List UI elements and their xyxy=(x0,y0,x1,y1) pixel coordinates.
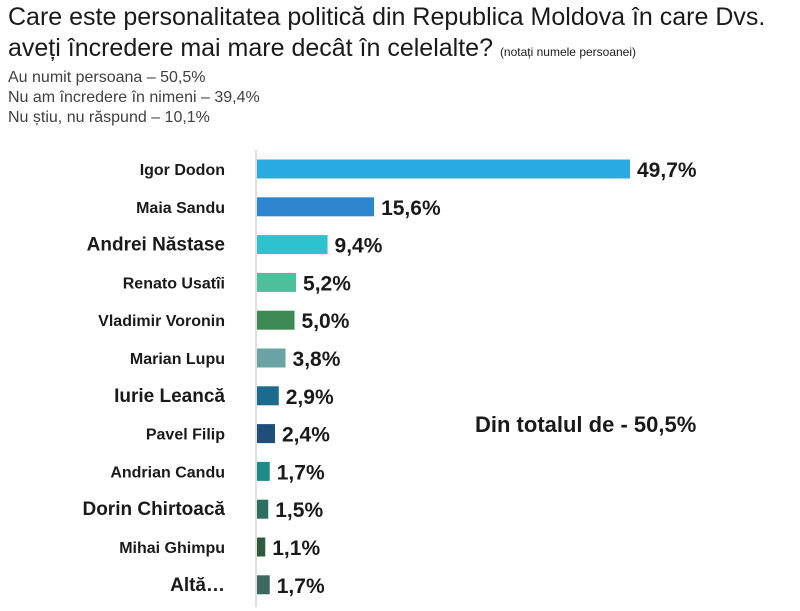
value-label-4: 5,0% xyxy=(302,310,350,333)
category-label-4: Vladimir Voronin xyxy=(98,313,225,330)
bars-group: Igor Dodon 49,7% Maia Sandu 15,6% Andrei Năs… xyxy=(82,159,696,598)
chart-title: Care este personalitatea politică din Re… xyxy=(8,2,798,68)
value-label-5: 3,8% xyxy=(293,348,341,371)
value-label-7: 2,4% xyxy=(282,424,330,447)
summary-line-no-trust: Nu am încredere în nimeni – 39,4% xyxy=(8,89,260,106)
value-label-10: 1,1% xyxy=(272,537,320,560)
title-text: Care este personalitatea politică din Re… xyxy=(8,3,766,62)
summary-line-named: Au numit persoana – 50,5% xyxy=(8,69,206,86)
title-note: (notați numele persoanei) xyxy=(499,45,637,59)
value-label-8: 1,7% xyxy=(277,461,325,484)
category-label-9: Dorin Chirtoacă xyxy=(82,499,225,520)
value-label-0: 49,7% xyxy=(637,159,697,182)
value-label-2: 9,4% xyxy=(335,235,383,258)
value-label-3: 5,2% xyxy=(303,272,351,295)
category-label-3: Renato Usatîi xyxy=(123,275,225,292)
bar-1 xyxy=(257,197,375,217)
bar-10 xyxy=(257,537,266,557)
total-note: Din totalul de - 50,5% xyxy=(475,412,697,437)
value-label-6: 2,9% xyxy=(286,386,334,409)
category-label-0: Igor Dodon xyxy=(140,162,225,179)
value-label-1: 15,6% xyxy=(381,197,441,220)
bar-5 xyxy=(257,348,286,368)
bar-9 xyxy=(257,499,269,519)
category-label-7: Pavel Filip xyxy=(146,427,225,444)
bar-6 xyxy=(257,386,279,406)
bar-2 xyxy=(257,235,328,255)
bar-3 xyxy=(257,272,297,292)
summary-block: Au numit persoana – 50,5% Nu am încreder… xyxy=(8,68,260,128)
category-label-6: Iurie Leancă xyxy=(114,386,225,407)
bar-7 xyxy=(257,424,276,444)
bar-4 xyxy=(257,310,295,330)
category-label-1: Maia Sandu xyxy=(136,200,225,217)
category-label-2: Andrei Năstase xyxy=(87,235,225,256)
bar-11 xyxy=(257,575,270,595)
category-label-5: Marian Lupu xyxy=(130,351,225,368)
bar-0 xyxy=(257,159,630,179)
summary-line-dont-know: Nu știu, nu răspund – 10,1% xyxy=(8,109,210,126)
category-label-11: Altă… xyxy=(170,575,225,596)
value-label-9: 1,5% xyxy=(275,499,323,522)
category-label-10: Mihai Ghimpu xyxy=(119,540,225,557)
bar-8 xyxy=(257,461,270,481)
category-label-8: Andrian Candu xyxy=(110,464,225,481)
value-label-11: 1,7% xyxy=(277,575,325,598)
